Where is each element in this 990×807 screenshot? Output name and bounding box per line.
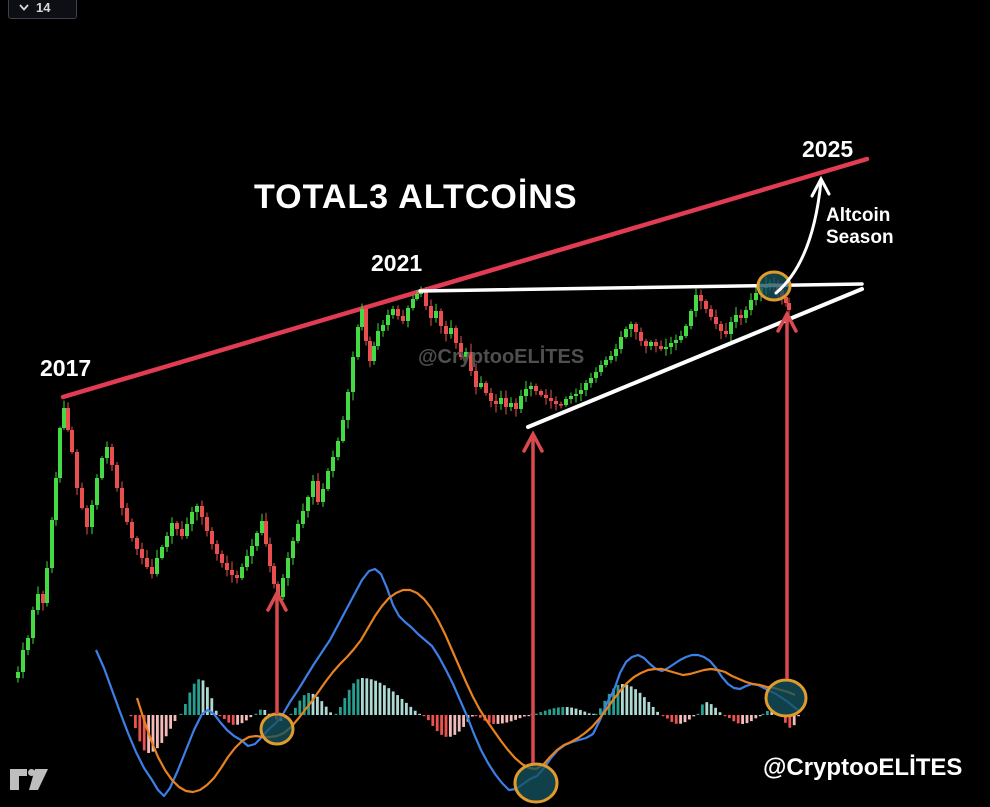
watermark-center: @CryptooELİTES	[418, 346, 585, 368]
watermark-bottom-right: @CryptooELİTES	[763, 754, 963, 781]
tradingview-logo-icon[interactable]	[9, 766, 49, 799]
chart-title: TOTAL3 ALTCOİNS	[254, 178, 578, 216]
label-2025: 2025	[802, 136, 854, 162]
indicator-legend-toggle[interactable]: 14	[8, 0, 78, 19]
chevron-down-icon[interactable]	[19, 4, 29, 11]
label-2021: 2021	[371, 250, 423, 276]
label-2017: 2017	[40, 355, 92, 381]
altcoin-season-line1: Altcoin	[826, 205, 891, 226]
label-altcoin-season: Altcoin Season	[826, 205, 894, 250]
altcoin-season-line2: Season	[826, 227, 894, 249]
legend-value: 14	[36, 0, 51, 15]
